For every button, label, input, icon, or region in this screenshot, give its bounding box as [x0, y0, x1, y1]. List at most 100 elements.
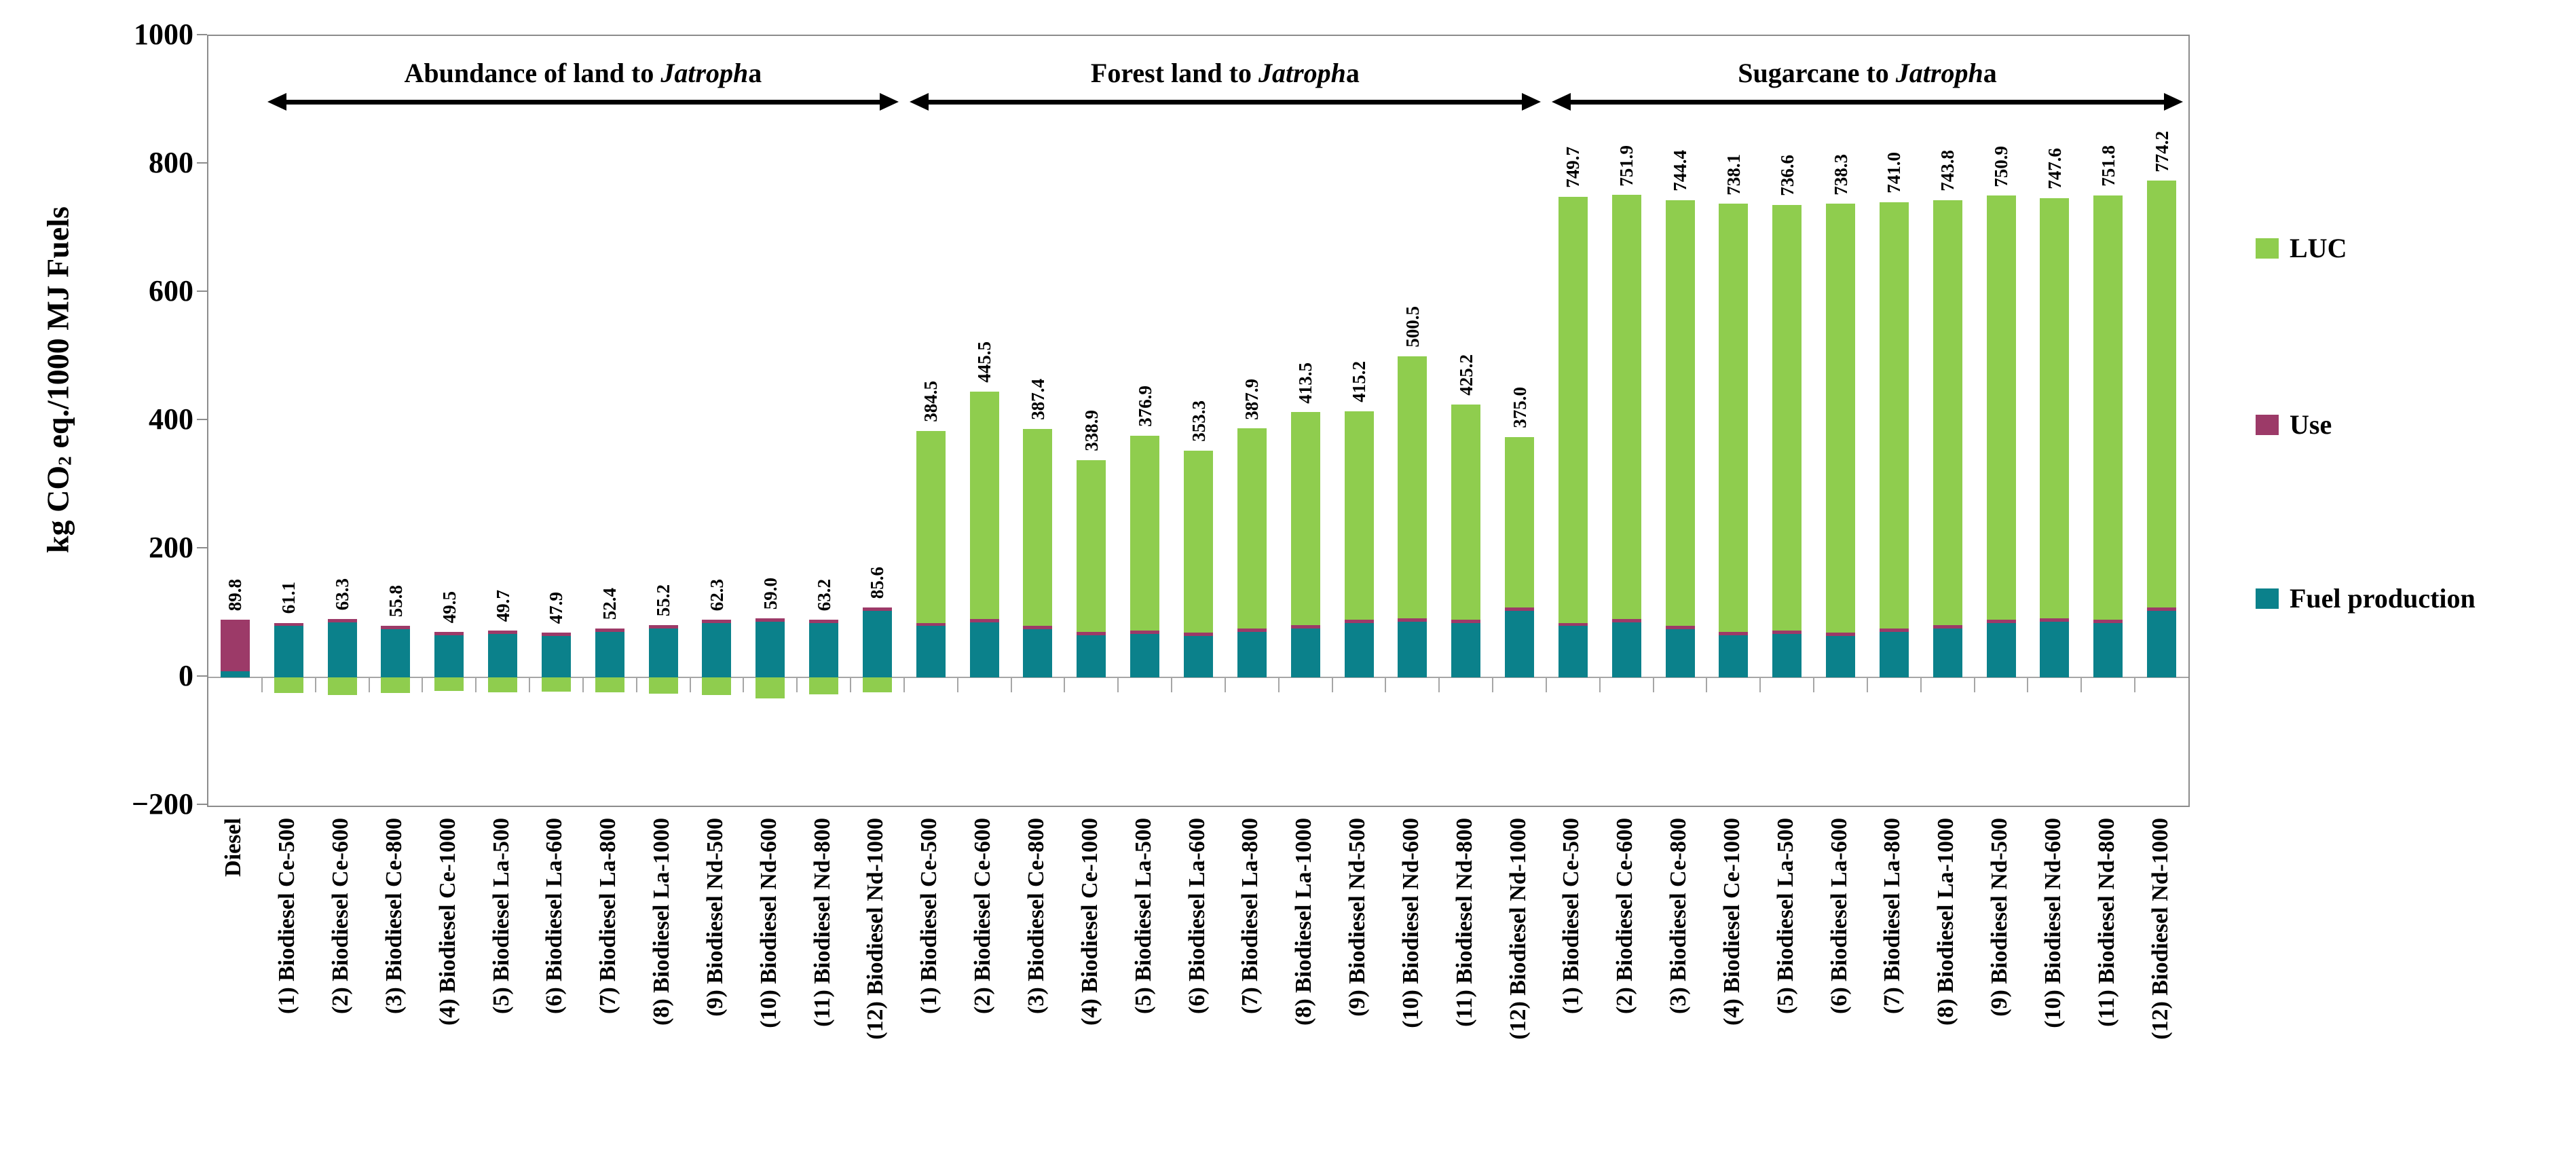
bar-total-label-anchor: 500.5 — [1402, 306, 1423, 351]
x-category-label-anchor: (5) Biodiesel La-500 — [1772, 818, 1799, 1017]
bar-segment-fuel-production — [1986, 622, 2016, 677]
bar-segment-luc — [1879, 202, 1909, 629]
bar-segment-use — [220, 620, 250, 672]
x-category-label: (10) Biodiesel Nd-600 — [755, 818, 781, 1028]
group-range-arrow — [909, 93, 1541, 111]
bar-segment-use — [1130, 631, 1160, 634]
bar-total-label: 751.9 — [1616, 145, 1637, 187]
bar-total-label-anchor: 59.0 — [760, 578, 781, 613]
x-category-label: (10) Biodiesel Nd-600 — [1398, 818, 1423, 1028]
bar-segment-use — [1879, 629, 1909, 632]
bar-segment-fuel-production — [1077, 635, 1106, 677]
group-header-text: a — [748, 58, 762, 88]
bar-total-label-anchor: 376.9 — [1135, 386, 1155, 430]
x-category-label-anchor: (9) Biodiesel Nd-500 — [1344, 818, 1371, 1020]
bar-total-label-anchor: 353.3 — [1189, 400, 1209, 445]
bar-segment-luc — [1505, 436, 1535, 607]
bar-total-label: 500.5 — [1402, 306, 1423, 348]
x-category-label: (5) Biodiesel La-500 — [1130, 818, 1156, 1014]
x-category-label: (8) Biodiesel La-1000 — [649, 818, 675, 1026]
x-category-label-anchor: (11) Biodiesel Nd-800 — [809, 818, 836, 1030]
bar-segment-luc — [1719, 204, 1749, 632]
bar-total-label: 376.9 — [1134, 386, 1155, 427]
bar-total-label: 85.6 — [867, 566, 888, 599]
bar-total-label: 741.0 — [1884, 152, 1905, 193]
x-category-label: (2) Biodiesel Ce-600 — [1612, 818, 1638, 1014]
bar-segment-use — [1986, 619, 2016, 623]
bar-segment-use — [1558, 622, 1588, 626]
bar-segment-fuel-production — [541, 635, 571, 677]
bar-total-label-anchor: 387.9 — [1242, 379, 1262, 424]
arrowhead-right-icon — [2163, 93, 2183, 111]
bar-segment-fuel-production — [274, 626, 303, 677]
bar-total-label-anchor: 49.7 — [493, 590, 513, 625]
legend-label: Use — [2290, 409, 2332, 440]
bar-segment-fuel-production — [1879, 631, 1909, 677]
bar-segment-fuel-production — [1130, 633, 1160, 677]
x-category-label: (2) Biodiesel Ce-600 — [328, 818, 354, 1014]
bar-segment-luc — [488, 677, 518, 693]
x-category-label-anchor: (2) Biodiesel Ce-600 — [327, 818, 354, 1017]
y-tick-label: 800 — [149, 146, 193, 179]
category-tick — [1813, 677, 1815, 692]
bar-segment-luc — [1933, 200, 1962, 626]
group-header-text: a — [1983, 58, 1997, 88]
category-tick — [1706, 677, 1708, 692]
x-category-label-anchor: (8) Biodiesel La-1000 — [1933, 818, 1960, 1029]
x-category-label: (2) Biodiesel Ce-600 — [970, 818, 996, 1014]
bar-segment-fuel-production — [755, 621, 785, 677]
plot-area: 89.8 61.1 63.3 55.8 49.5 49.7 47.9 52.4 55.2 62.3… — [207, 35, 2190, 807]
y-tick-label: 400 — [149, 402, 193, 436]
bar-total-label: 384.5 — [920, 380, 941, 422]
bar-segment-luc — [916, 430, 946, 623]
bar-total-label: 415.2 — [1349, 360, 1369, 402]
bar-segment-use — [1451, 619, 1481, 623]
bar-total-label-anchor: 743.8 — [1937, 150, 1958, 195]
bar-segment-luc — [595, 677, 624, 693]
bar-total-label-anchor: 375.0 — [1510, 387, 1530, 432]
bar-segment-luc — [809, 677, 839, 695]
category-tick — [1117, 677, 1119, 692]
y-tick-mark — [197, 804, 207, 805]
bar-segment-use — [862, 607, 892, 611]
x-category-label-anchor: (8) Biodiesel La-1000 — [1290, 818, 1318, 1029]
bar-total-label: 387.4 — [1027, 379, 1048, 420]
group-header-text: Forest land to — [1090, 58, 1258, 88]
category-tick — [956, 677, 958, 692]
bar-segment-luc — [274, 677, 303, 693]
y-tick-mark — [197, 162, 207, 164]
bar-segment-use — [1772, 631, 1802, 634]
category-tick — [422, 677, 424, 692]
bar-segment-fuel-production — [1398, 621, 1427, 677]
bar-total-label-anchor: 744.4 — [1670, 150, 1690, 195]
x-category-label: (11) Biodiesel Nd-800 — [809, 818, 835, 1027]
bar-segment-fuel-production — [2040, 621, 2070, 677]
x-category-label-anchor: (3) Biodiesel Ce-800 — [381, 818, 408, 1017]
category-tick — [1224, 677, 1226, 692]
bar-total-label-anchor: 747.6 — [2045, 148, 2065, 193]
x-category-label: (9) Biodiesel Nd-500 — [1345, 818, 1370, 1017]
x-category-label-anchor: (8) Biodiesel La-1000 — [648, 818, 675, 1029]
bar-segment-luc — [1184, 451, 1213, 633]
bar-segment-use — [702, 619, 732, 623]
x-category-label: (4) Biodiesel Ce-1000 — [1077, 818, 1102, 1026]
category-tick — [903, 677, 905, 692]
y-tick-label: 0 — [179, 659, 193, 692]
arrow-line — [1570, 99, 2164, 105]
legend-item: LUC — [2256, 232, 2347, 265]
group-header-text: a — [1345, 58, 1360, 88]
y-tick-mark — [197, 419, 207, 420]
bar-total-label-anchor: 738.1 — [1723, 154, 1744, 199]
x-category-label: (6) Biodiesel La-600 — [1184, 818, 1210, 1014]
zero-axis-line — [208, 677, 2188, 678]
x-category-label-anchor: (12) Biodiesel Nd-1000 — [2147, 818, 2174, 1043]
arrowhead-left-icon — [1551, 93, 1571, 111]
x-category-label: (1) Biodiesel Ce-500 — [274, 818, 300, 1014]
bar-segment-use — [1665, 626, 1695, 630]
bar-segment-luc — [648, 677, 678, 694]
category-tick — [529, 677, 531, 692]
x-category-label-anchor: (3) Biodiesel Ce-800 — [1023, 818, 1050, 1017]
category-tick — [2027, 677, 2029, 692]
x-category-label-anchor: (10) Biodiesel Nd-600 — [755, 818, 783, 1032]
bar-total-label: 353.3 — [1188, 400, 1209, 443]
